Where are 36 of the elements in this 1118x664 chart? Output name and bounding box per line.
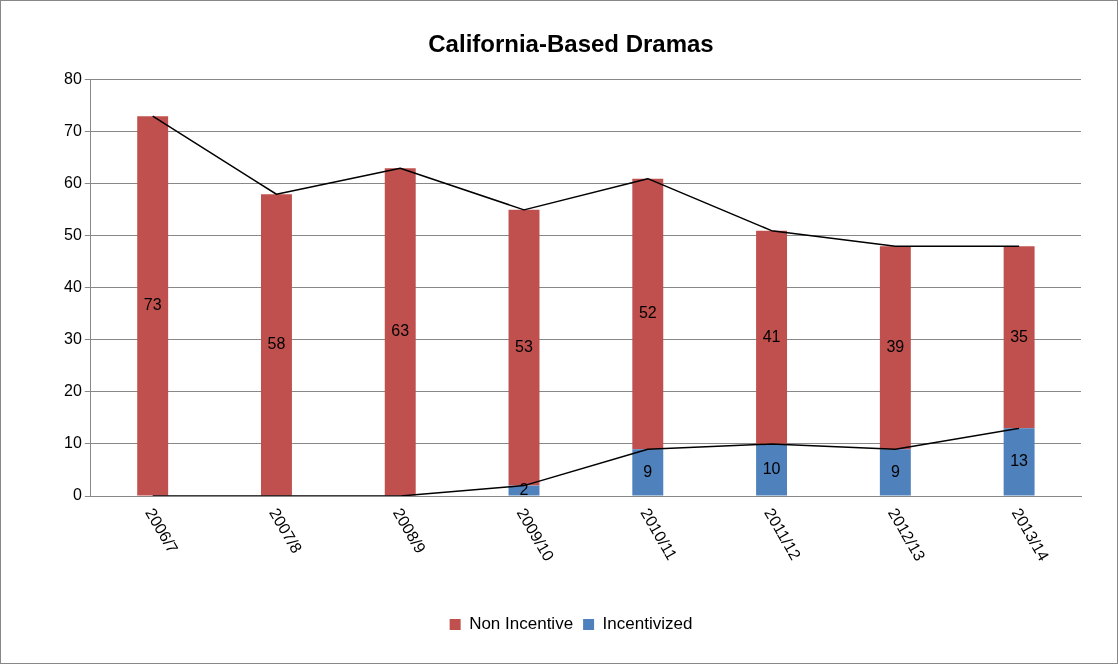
data-label: 9	[643, 462, 653, 480]
bar	[260, 194, 292, 496]
data-label: 73	[143, 296, 162, 314]
bar	[384, 168, 416, 496]
data-label: 2	[519, 480, 529, 498]
data-label: 39	[886, 338, 905, 356]
bar	[1003, 428, 1035, 496]
data-label: 53	[515, 338, 534, 356]
y-tick-label: 30	[64, 330, 82, 348]
bar	[756, 230, 788, 444]
y-tick-label: 50	[64, 226, 82, 244]
data-label: 58	[267, 335, 286, 353]
bar	[879, 246, 911, 450]
data-label: 35	[1010, 327, 1029, 345]
data-label: 41	[762, 327, 781, 345]
legend-label: Incentivized	[602, 614, 693, 634]
y-tick-label: 70	[64, 122, 82, 140]
y-tick-label: 40	[64, 278, 82, 296]
legend-label: Non Incentive	[469, 614, 574, 634]
data-label: 52	[638, 304, 657, 322]
bar	[879, 449, 911, 496]
bar	[137, 116, 169, 496]
y-tick-label: 20	[64, 382, 82, 400]
chart-title: California-Based Dramas	[428, 30, 714, 58]
data-label: 10	[762, 460, 781, 478]
bar	[632, 178, 664, 450]
bar	[632, 449, 664, 496]
y-tick-label: 60	[64, 174, 82, 192]
bar	[1003, 246, 1035, 429]
data-label: 13	[1010, 452, 1029, 470]
y-tick-label: 80	[64, 70, 82, 88]
y-tick-label: 10	[64, 434, 82, 452]
bar	[756, 443, 788, 496]
data-label: 63	[391, 322, 410, 340]
y-tick-label: 0	[72, 486, 82, 504]
data-label: 9	[890, 462, 900, 480]
